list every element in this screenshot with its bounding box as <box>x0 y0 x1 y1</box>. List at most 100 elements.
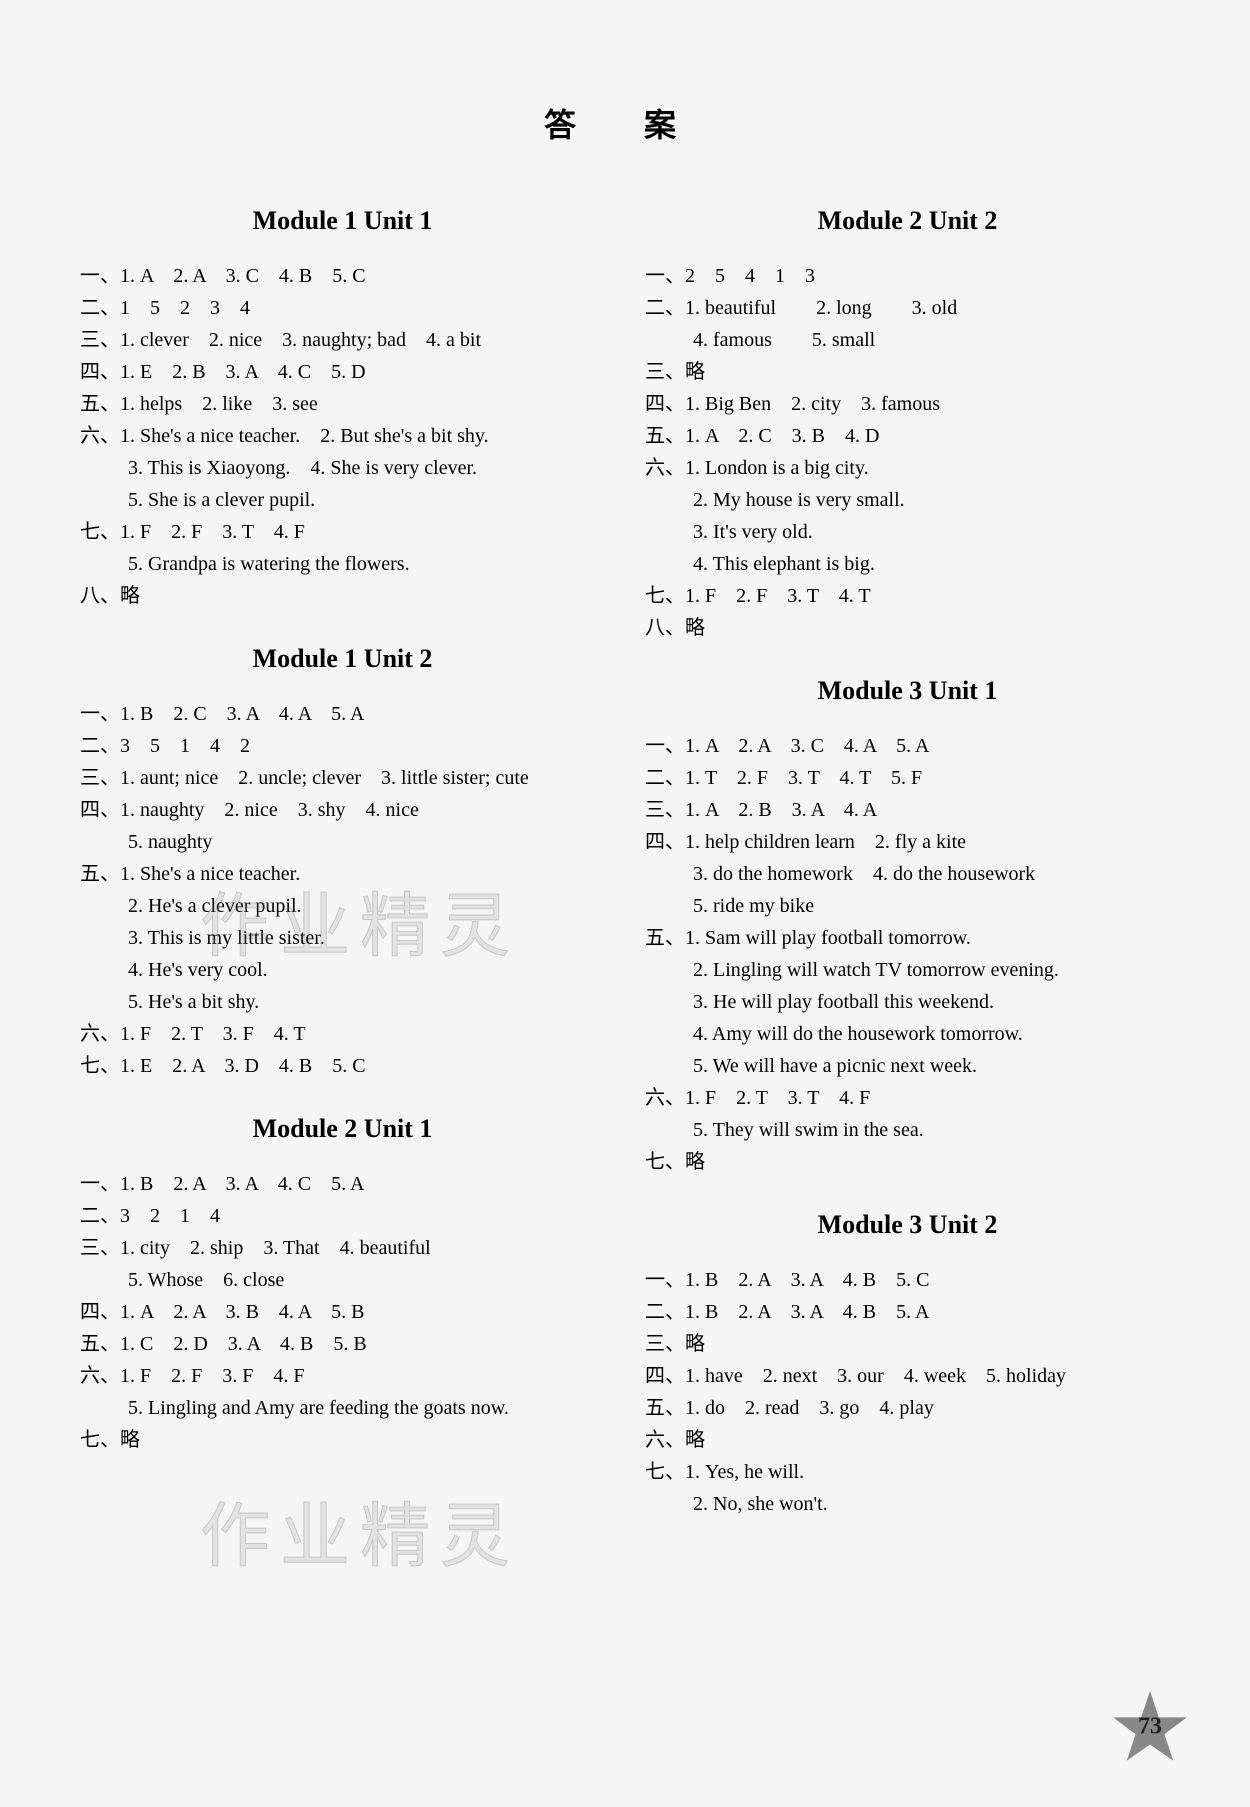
answer-line: 三、1. city 2. ship 3. That 4. beautiful <box>112 1232 615 1264</box>
answer-text: 1. F 2. T 3. F 4. T <box>120 1023 306 1045</box>
section-label: 六、 <box>645 1087 685 1109</box>
right-column: Module 2 Unit 2一、2 5 4 1 3二、1. beautiful… <box>635 206 1180 1520</box>
answer-text: 1. beautiful 2. long 3. old <box>685 297 957 319</box>
answer-subline: 5. Whose 6. close <box>128 1264 615 1296</box>
answer-text: 1. naughty 2. nice 3. shy 4. nice <box>120 799 419 821</box>
answer-line: 四、1. A 2. A 3. B 4. A 5. B <box>112 1296 615 1328</box>
answer-line: 七、1. F 2. F 3. T 4. T <box>677 580 1180 612</box>
section-label: 三、 <box>645 1333 685 1355</box>
answer-line: 六、1. F 2. T 3. F 4. T <box>112 1018 615 1050</box>
section-label: 二、 <box>645 297 685 319</box>
section-label: 一、 <box>645 735 685 757</box>
answer-line: 五、1. She's a nice teacher. <box>112 858 615 890</box>
page-title: 答 案 <box>70 100 1180 146</box>
section-label: 六、 <box>80 425 120 447</box>
section-label: 八、 <box>645 617 685 639</box>
answer-text: 略 <box>685 1333 705 1355</box>
answer-subline: 3. do the homework 4. do the housework <box>693 858 1180 890</box>
answer-text: 略 <box>120 585 140 607</box>
answer-text: 1. F 2. T 3. T 4. F <box>685 1087 870 1109</box>
answer-subline: 2. He's a clever pupil. <box>128 890 615 922</box>
answer-line: 六、略 <box>677 1424 1180 1456</box>
answer-text: 3 5 1 4 2 <box>120 735 250 757</box>
answer-text: 略 <box>685 1151 705 1173</box>
answer-text: 1. F 2. F 3. F 4. F <box>120 1365 305 1387</box>
content-columns: Module 1 Unit 1一、1. A 2. A 3. C 4. B 5. … <box>70 206 1180 1520</box>
answer-text: 1. have 2. next 3. our 4. week 5. holida… <box>685 1365 1066 1387</box>
left-column: Module 1 Unit 1一、1. A 2. A 3. C 4. B 5. … <box>70 206 615 1520</box>
answer-subline: 5. He's a bit shy. <box>128 986 615 1018</box>
answer-line: 四、1. naughty 2. nice 3. shy 4. nice <box>112 794 615 826</box>
section-label: 七、 <box>80 521 120 543</box>
answer-line: 八、略 <box>677 612 1180 644</box>
section-label: 三、 <box>80 767 120 789</box>
answer-line: 七、略 <box>677 1146 1180 1178</box>
section-label: 二、 <box>80 735 120 757</box>
answer-line: 二、3 5 1 4 2 <box>112 730 615 762</box>
section-label: 四、 <box>80 361 120 383</box>
section-label: 七、 <box>645 1461 685 1483</box>
answer-subline: 3. This is my little sister. <box>128 922 615 954</box>
answer-line: 一、1. B 2. A 3. A 4. C 5. A <box>112 1168 615 1200</box>
section-label: 三、 <box>645 361 685 383</box>
answer-line: 三、1. A 2. B 3. A 4. A <box>677 794 1180 826</box>
answer-text: 1. A 2. C 3. B 4. D <box>685 425 879 447</box>
section-label: 五、 <box>645 927 685 949</box>
answer-text: 1 5 2 3 4 <box>120 297 250 319</box>
section-label: 一、 <box>645 265 685 287</box>
answer-text: 略 <box>685 1429 705 1451</box>
section-label: 六、 <box>645 1429 685 1451</box>
answer-subline: 2. Lingling will watch TV tomorrow eveni… <box>693 954 1180 986</box>
answer-line: 一、1. B 2. C 3. A 4. A 5. A <box>112 698 615 730</box>
answer-subline: 3. This is Xiaoyong. 4. She is very clev… <box>128 452 615 484</box>
answer-line: 一、2 5 4 1 3 <box>677 260 1180 292</box>
answer-line: 六、1. London is a big city. <box>677 452 1180 484</box>
section-label: 五、 <box>645 425 685 447</box>
answer-text: 1. B 2. A 3. A 4. B 5. C <box>685 1269 930 1291</box>
answer-line: 一、1. A 2. A 3. C 4. A 5. A <box>677 730 1180 762</box>
section-label: 一、 <box>80 1173 120 1195</box>
answer-text: 略 <box>685 361 705 383</box>
section-label: 四、 <box>645 393 685 415</box>
answer-line: 七、1. F 2. F 3. T 4. F <box>112 516 615 548</box>
section-label: 一、 <box>645 1269 685 1291</box>
answer-subline: 4. He's very cool. <box>128 954 615 986</box>
section-label: 六、 <box>80 1365 120 1387</box>
answer-subline: 3. It's very old. <box>693 516 1180 548</box>
section-label: 六、 <box>645 457 685 479</box>
section-label: 二、 <box>80 297 120 319</box>
answer-subline: 2. No, she won't. <box>693 1488 1180 1520</box>
answer-line: 六、1. F 2. F 3. F 4. F <box>112 1360 615 1392</box>
section-label: 一、 <box>80 265 120 287</box>
answer-subline: 5. She is a clever pupil. <box>128 484 615 516</box>
answer-text: 1. A 2. B 3. A 4. A <box>685 799 877 821</box>
answer-text: 略 <box>120 1429 140 1451</box>
answer-text: 1. do 2. read 3. go 4. play <box>685 1397 934 1419</box>
answer-text: 1. B 2. A 3. A 4. C 5. A <box>120 1173 365 1195</box>
answer-line: 五、1. C 2. D 3. A 4. B 5. B <box>112 1328 615 1360</box>
answer-line: 一、1. B 2. A 3. A 4. B 5. C <box>677 1264 1180 1296</box>
module-title: Module 1 Unit 1 <box>70 206 615 236</box>
answer-text: 1. Big Ben 2. city 3. famous <box>685 393 940 415</box>
answer-text: 1. A 2. A 3. C 4. A 5. A <box>685 735 930 757</box>
answer-text: 1. She's a nice teacher. 2. But she's a … <box>120 425 489 447</box>
answer-text: 1. E 2. A 3. D 4. B 5. C <box>120 1055 366 1077</box>
answer-text: 1. She's a nice teacher. <box>120 863 300 885</box>
module-title: Module 3 Unit 1 <box>635 676 1180 706</box>
answer-line: 二、1. T 2. F 3. T 4. T 5. F <box>677 762 1180 794</box>
answer-text: 1. helps 2. like 3. see <box>120 393 318 415</box>
answer-line: 七、1. Yes, he will. <box>677 1456 1180 1488</box>
answer-text: 1. T 2. F 3. T 4. T 5. F <box>685 767 922 789</box>
section-label: 四、 <box>80 799 120 821</box>
section-label: 二、 <box>645 767 685 789</box>
section-label: 一、 <box>80 703 120 725</box>
answer-subline: 5. ride my bike <box>693 890 1180 922</box>
answer-subline: 5. They will swim in the sea. <box>693 1114 1180 1146</box>
section-label: 二、 <box>80 1205 120 1227</box>
page-star-badge: 73 <box>1110 1687 1190 1767</box>
answer-line: 三、略 <box>677 1328 1180 1360</box>
answer-line: 五、1. Sam will play football tomorrow. <box>677 922 1180 954</box>
section-label: 六、 <box>80 1023 120 1045</box>
module-title: Module 3 Unit 2 <box>635 1210 1180 1240</box>
answer-line: 六、1. F 2. T 3. T 4. F <box>677 1082 1180 1114</box>
